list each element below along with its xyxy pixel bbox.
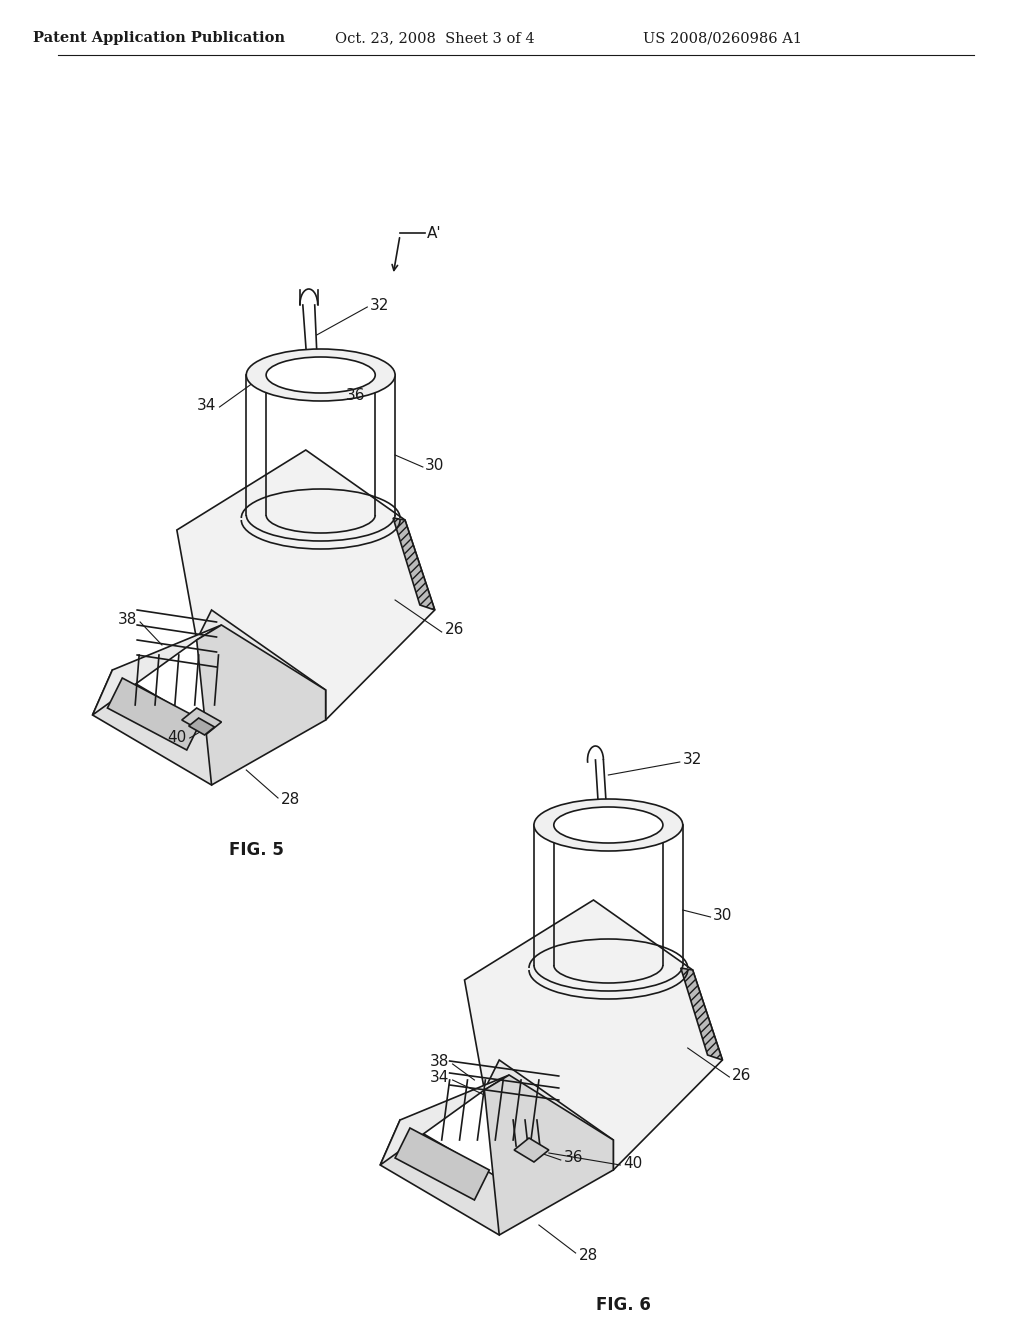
Text: Patent Application Publication: Patent Application Publication bbox=[33, 30, 285, 45]
Text: 30: 30 bbox=[425, 458, 444, 473]
Polygon shape bbox=[395, 1129, 489, 1200]
Polygon shape bbox=[484, 1074, 613, 1236]
Text: 28: 28 bbox=[281, 792, 300, 808]
Text: 36: 36 bbox=[345, 388, 365, 403]
Text: 30: 30 bbox=[713, 908, 732, 923]
Ellipse shape bbox=[554, 807, 663, 843]
Polygon shape bbox=[182, 708, 221, 734]
Polygon shape bbox=[484, 1060, 613, 1170]
Text: 36: 36 bbox=[564, 1151, 584, 1166]
Text: Oct. 23, 2008  Sheet 3 of 4: Oct. 23, 2008 Sheet 3 of 4 bbox=[335, 30, 535, 45]
Polygon shape bbox=[681, 968, 723, 1060]
Text: A': A' bbox=[427, 226, 441, 240]
Polygon shape bbox=[177, 450, 435, 719]
Polygon shape bbox=[197, 624, 326, 785]
Text: US 2008/0260986 A1: US 2008/0260986 A1 bbox=[643, 30, 802, 45]
Text: 40: 40 bbox=[624, 1155, 642, 1171]
Text: 38: 38 bbox=[118, 612, 137, 627]
Polygon shape bbox=[514, 1138, 549, 1162]
Text: 40: 40 bbox=[168, 730, 186, 746]
Text: FIG. 6: FIG. 6 bbox=[596, 1296, 650, 1313]
Polygon shape bbox=[380, 1074, 509, 1166]
Polygon shape bbox=[92, 624, 221, 715]
Polygon shape bbox=[188, 718, 215, 735]
Ellipse shape bbox=[247, 348, 395, 401]
Polygon shape bbox=[197, 610, 326, 719]
Polygon shape bbox=[465, 900, 723, 1170]
Text: 32: 32 bbox=[683, 752, 702, 767]
Polygon shape bbox=[393, 517, 435, 610]
Text: 32: 32 bbox=[371, 297, 390, 313]
Polygon shape bbox=[108, 678, 202, 750]
Ellipse shape bbox=[266, 356, 375, 393]
Text: 34: 34 bbox=[198, 397, 216, 412]
Text: FIG. 5: FIG. 5 bbox=[228, 841, 284, 859]
Text: 34: 34 bbox=[430, 1071, 450, 1085]
Polygon shape bbox=[92, 671, 231, 785]
Ellipse shape bbox=[534, 799, 683, 851]
Text: 28: 28 bbox=[579, 1247, 598, 1262]
Text: 26: 26 bbox=[732, 1068, 752, 1082]
Text: 38: 38 bbox=[430, 1055, 450, 1069]
Polygon shape bbox=[380, 1119, 519, 1236]
Text: 26: 26 bbox=[444, 623, 464, 638]
